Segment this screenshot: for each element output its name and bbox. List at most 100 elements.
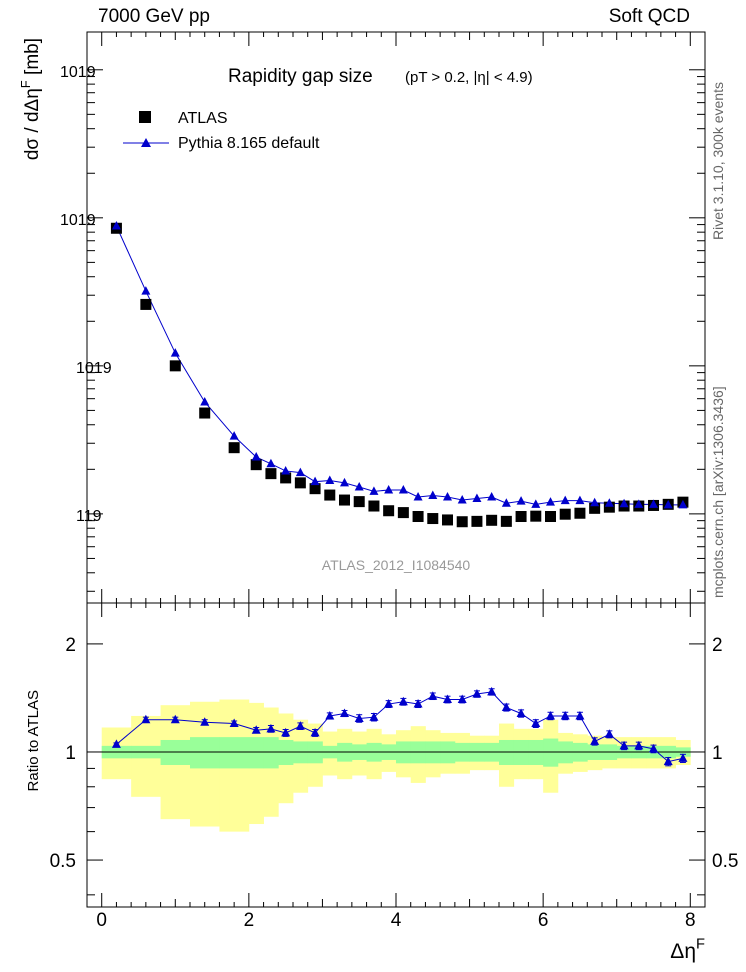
end: 119 <box>76 508 102 525</box>
atlas-data-point <box>228 442 240 454</box>
ratio-data-point <box>200 717 210 726</box>
atlas-data-point <box>199 407 211 419</box>
ratio-y-tick-label-left: 2 <box>65 635 76 656</box>
mc-data-point <box>516 496 526 505</box>
ratio-data-point <box>398 696 408 706</box>
atlas-data-point <box>412 511 424 523</box>
mc-data-point <box>590 497 600 507</box>
ratio-stat-uncertainty-band <box>190 737 220 769</box>
ratio-data-point <box>340 708 349 717</box>
atlas-data-point <box>589 502 601 514</box>
ratio-data-point <box>384 699 394 708</box>
end: 1019 <box>76 360 112 377</box>
mc-data-point <box>634 499 644 508</box>
ratio-data-point <box>141 714 151 724</box>
ratio-data-point <box>590 736 600 745</box>
ratio-stat-uncertainty-band <box>543 738 559 767</box>
mc-data-point <box>575 495 585 505</box>
mc-data-point <box>413 492 423 501</box>
atlas-data-point <box>140 298 152 310</box>
mc-data-point <box>678 499 688 509</box>
mc-data-point <box>354 481 364 491</box>
ratio-data-point <box>457 694 467 704</box>
legend-atlas-marker <box>139 111 151 123</box>
x-tick-label: 0 <box>96 910 107 931</box>
atlas-data-point <box>574 507 586 519</box>
mc-data-point <box>266 458 276 468</box>
ratio-data-point <box>170 714 180 724</box>
mc-data-point <box>295 467 305 477</box>
ratio-data-point <box>546 710 555 720</box>
atlas-data-point <box>456 516 468 528</box>
ratio-y-tick-label-left: 0.5 <box>50 851 76 872</box>
mc-data-point <box>325 475 335 485</box>
ratio-y-tick-label-left: 1 <box>65 743 76 764</box>
header-left-label: 7000 GeV pp <box>98 6 210 27</box>
mc-data-point <box>170 348 180 357</box>
ratio-data-point <box>501 702 511 712</box>
atlas-data-point <box>500 515 512 527</box>
mc-data-point <box>369 486 379 495</box>
mc-data-point <box>546 497 555 506</box>
start: 1019 <box>60 64 96 81</box>
ratio-data-point <box>443 694 452 704</box>
ratio-data-point <box>413 699 423 708</box>
x-tick-label: 8 <box>685 910 696 931</box>
atlas-data-point <box>486 514 498 526</box>
mc-data-point <box>472 493 482 503</box>
x-tick-label: 6 <box>538 910 549 931</box>
mc-data-point <box>340 477 349 487</box>
ratio-y-tick-label-right: 1 <box>712 743 723 764</box>
ratio-data-point <box>634 740 644 750</box>
legend-mc-marker <box>141 138 151 147</box>
ratio-data-point <box>266 723 276 733</box>
atlas-data-point <box>250 459 262 471</box>
legend-mc-label: Pythia 8.165 default <box>178 135 320 152</box>
ratio-data-point <box>229 718 239 728</box>
ratio-y-tick-label-right: 2 <box>712 635 723 656</box>
ratio-stat-uncertainty-band <box>263 737 279 769</box>
mc-data-point <box>141 286 151 295</box>
ratio-data-point <box>251 725 261 734</box>
atlas-data-point <box>383 505 395 517</box>
x-tick-label: 2 <box>244 910 255 931</box>
ratio-data-point <box>604 729 614 738</box>
atlas-data-point <box>368 500 380 512</box>
ratio-data-point <box>325 710 335 720</box>
ratio-data-point <box>649 743 658 753</box>
ratio-data-point <box>678 753 688 762</box>
ratio-stat-uncertainty-band <box>160 739 191 765</box>
atlas-data-point <box>169 360 181 372</box>
ratio-stat-uncertainty-band <box>248 737 264 769</box>
ratio-data-point <box>310 727 320 737</box>
ratio-data-point <box>663 756 673 766</box>
atlas-data-point <box>397 507 409 519</box>
atlas-data-point <box>471 515 483 527</box>
mc-data-point <box>619 498 629 508</box>
atlas-data-point <box>265 468 277 480</box>
ratio-data-point <box>428 691 438 700</box>
mc-data-point <box>200 396 210 406</box>
mc-series-line <box>115 225 683 506</box>
atlas-data-point <box>294 477 306 489</box>
ratio-y-axis-title: Ratio to ATLAS <box>25 690 42 791</box>
atlas-data-point <box>559 508 571 520</box>
atlas-data-point <box>339 494 350 506</box>
ratio-data-point <box>281 727 291 737</box>
mc-data-point <box>428 490 438 500</box>
atlas-data-point <box>280 472 292 484</box>
ratio-data-point <box>516 708 526 717</box>
mc-data-point <box>531 499 541 508</box>
atlas-data-point <box>545 511 556 523</box>
atlas-data-point <box>309 483 321 495</box>
mc-data-point <box>604 498 614 507</box>
y-axis-title: dσ / dΔηF [mb] <box>18 38 43 160</box>
mc-data-point <box>251 452 261 461</box>
ratio-stat-uncertainty-band <box>528 739 544 765</box>
ratio-stat-uncertainty-band <box>513 739 529 765</box>
ratio-y-tick-label-right: 0.5 <box>712 851 738 872</box>
atlas-data-point <box>427 513 439 525</box>
ratio-data-point <box>619 740 629 750</box>
ratio-data-point <box>369 712 379 721</box>
